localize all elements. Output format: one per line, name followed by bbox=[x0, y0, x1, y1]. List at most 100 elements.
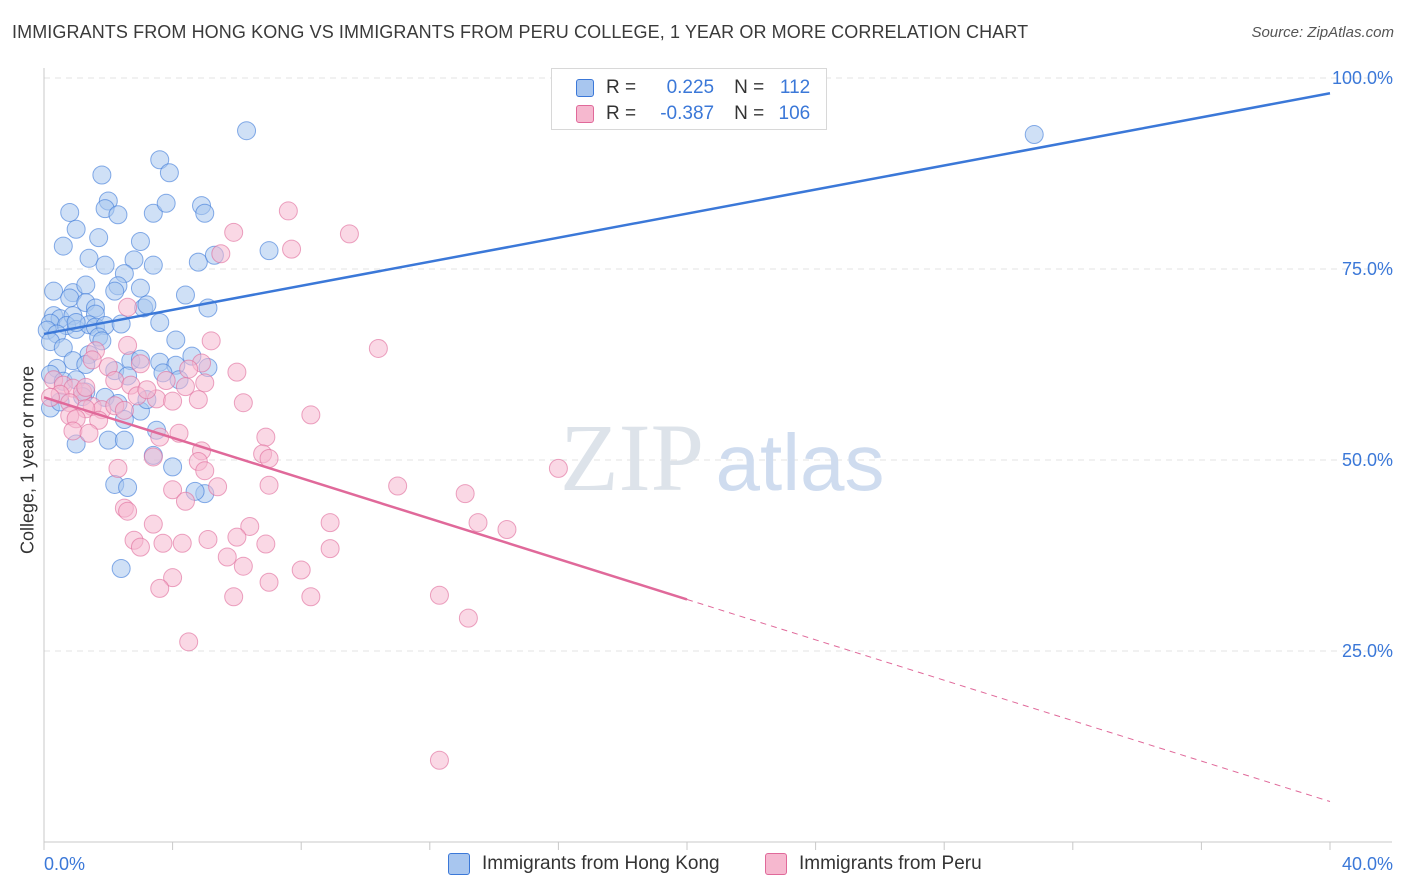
data-point bbox=[76, 377, 96, 397]
y-tick-label: 25.0% bbox=[1342, 641, 1393, 661]
data-point bbox=[130, 231, 150, 251]
y-tick-label: 75.0% bbox=[1342, 259, 1393, 279]
trend-lines bbox=[43, 92, 1331, 802]
data-point bbox=[114, 430, 134, 450]
y-tick-label: 100.0% bbox=[1332, 68, 1393, 88]
data-point bbox=[79, 423, 99, 443]
stats-row-hong-kong: R = 0.225 N = 112 bbox=[576, 76, 810, 100]
data-point bbox=[105, 371, 125, 391]
data-point bbox=[282, 239, 302, 259]
data-point bbox=[227, 362, 247, 382]
n-label: N = bbox=[734, 77, 765, 98]
legend-item-peru[interactable]: Immigrants from Peru bbox=[765, 851, 982, 877]
data-point bbox=[175, 491, 195, 511]
data-point bbox=[53, 338, 73, 358]
data-point bbox=[1024, 125, 1044, 145]
legend-label: Immigrants from Peru bbox=[799, 853, 982, 874]
n-label: N = bbox=[734, 103, 765, 124]
chart-title: IMMIGRANTS FROM HONG KONG VS IMMIGRANTS … bbox=[12, 22, 1029, 42]
y-tick-label: 50.0% bbox=[1342, 450, 1393, 470]
data-point bbox=[224, 587, 244, 607]
peru-legend-swatch-icon bbox=[765, 853, 787, 875]
data-point bbox=[458, 608, 478, 628]
data-point bbox=[89, 228, 109, 248]
data-point bbox=[233, 393, 253, 413]
peru-swatch-icon bbox=[576, 105, 594, 123]
data-point bbox=[259, 475, 279, 495]
legend-item-hong-kong[interactable]: Immigrants from Hong Kong bbox=[448, 851, 720, 877]
data-point bbox=[63, 421, 83, 441]
data-point bbox=[198, 529, 218, 549]
data-point bbox=[108, 458, 128, 478]
r-label: R = bbox=[606, 103, 637, 124]
data-point bbox=[60, 202, 80, 222]
data-point bbox=[76, 275, 96, 295]
trend-line bbox=[43, 396, 688, 601]
data-point bbox=[179, 359, 199, 379]
data-point bbox=[195, 203, 215, 223]
data-point bbox=[53, 236, 73, 256]
data-point bbox=[188, 390, 208, 410]
data-point bbox=[175, 285, 195, 305]
data-point bbox=[468, 513, 488, 533]
data-point bbox=[156, 193, 176, 213]
data-point bbox=[339, 224, 359, 244]
data-point bbox=[111, 558, 131, 578]
trend-line bbox=[43, 92, 1331, 336]
data-point bbox=[195, 461, 215, 481]
source-label: Source: ZipAtlas.com bbox=[1251, 24, 1394, 41]
data-point bbox=[224, 222, 244, 242]
points bbox=[37, 121, 1044, 770]
watermark: ZIP atlas bbox=[560, 404, 884, 511]
data-point bbox=[172, 533, 192, 553]
data-point bbox=[217, 547, 237, 567]
data-point bbox=[195, 373, 215, 393]
r-value: 0.225 bbox=[666, 77, 715, 98]
tick-labels: 25.0% 50.0% 75.0% 100.0% 0.0% 40.0% bbox=[44, 68, 1393, 874]
data-point bbox=[368, 338, 388, 358]
watermark-zip: ZIP bbox=[560, 404, 704, 511]
data-point bbox=[92, 165, 112, 185]
data-point bbox=[208, 477, 228, 497]
data-point bbox=[124, 250, 144, 270]
data-point bbox=[118, 297, 138, 317]
data-point bbox=[98, 430, 118, 450]
data-point bbox=[301, 587, 321, 607]
data-point bbox=[388, 476, 408, 496]
r-value: -0.387 bbox=[660, 103, 715, 124]
data-point bbox=[259, 448, 279, 468]
n-value: 112 bbox=[779, 77, 811, 98]
data-point bbox=[95, 255, 115, 275]
data-point bbox=[137, 295, 157, 315]
data-point bbox=[44, 281, 64, 301]
data-point bbox=[143, 447, 163, 467]
data-point bbox=[497, 520, 517, 540]
data-point bbox=[150, 150, 170, 170]
data-point bbox=[82, 350, 102, 370]
data-point bbox=[237, 121, 257, 141]
data-point bbox=[240, 516, 260, 536]
data-point bbox=[163, 480, 183, 500]
x-tick-label: 40.0% bbox=[1342, 854, 1393, 874]
data-point bbox=[118, 501, 138, 521]
data-point bbox=[143, 514, 163, 534]
data-point bbox=[137, 380, 157, 400]
data-point bbox=[455, 484, 475, 504]
data-point bbox=[150, 578, 170, 598]
data-point bbox=[548, 458, 568, 478]
data-point bbox=[163, 457, 183, 477]
data-point bbox=[429, 750, 449, 770]
axes bbox=[43, 68, 1392, 850]
data-point bbox=[114, 400, 134, 420]
data-point bbox=[320, 539, 340, 559]
data-point bbox=[179, 632, 199, 652]
hong-kong-legend-swatch-icon bbox=[448, 853, 470, 875]
data-point bbox=[301, 405, 321, 425]
correlation-stats-box: R = 0.225 N = 112 R = -0.387 N = 106 bbox=[551, 68, 827, 130]
data-point bbox=[259, 241, 279, 261]
data-point bbox=[143, 255, 163, 275]
data-point bbox=[105, 281, 125, 301]
data-point bbox=[159, 163, 179, 183]
data-point bbox=[130, 278, 150, 298]
